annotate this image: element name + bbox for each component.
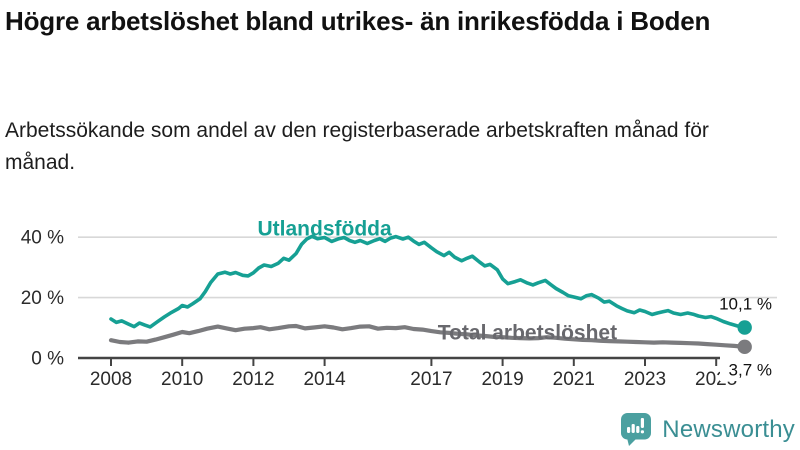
x-axis-label: 2017 xyxy=(410,369,452,390)
x-axis-label: 2019 xyxy=(481,369,523,390)
series-end-dot-0 xyxy=(737,320,752,335)
x-axis-label: 2014 xyxy=(303,369,346,390)
newsworthy-logo: Newsworthy xyxy=(618,411,795,448)
page-title: Högre arbetslöshet bland utrikes- än inr… xyxy=(5,6,711,36)
series-label-1: Total arbetslöshet xyxy=(438,321,617,344)
x-axis-label: 2010 xyxy=(161,369,203,390)
end-value-label-0: 10,1 % xyxy=(719,294,772,313)
y-axis-label: 20 % xyxy=(21,288,64,309)
newsworthy-wordmark: Newsworthy xyxy=(662,415,795,443)
x-axis-label: 2023 xyxy=(624,369,666,390)
chart-subtitle: Arbetssökande som andel av den registerb… xyxy=(5,119,709,174)
series-line-1 xyxy=(108,323,747,349)
series-label-0: Utlandsfödda xyxy=(258,217,392,240)
line-chart: 0 % 20 % 40 % 2008 2010 2012 2014 2017 2019 2021 2… xyxy=(21,217,777,390)
x-axis-label: 2021 xyxy=(553,369,595,390)
series-line-0 xyxy=(109,234,747,330)
x-axis-label: 2012 xyxy=(232,369,274,390)
newsworthy-bubble-chart-icon xyxy=(621,413,652,446)
end-value-label-bg xyxy=(720,355,774,381)
y-axis-label: 40 % xyxy=(21,228,64,249)
x-axis-label: 2008 xyxy=(90,369,132,390)
end-value-label-1: 3,7 % xyxy=(729,361,772,380)
series-end-dot-1 xyxy=(737,339,752,355)
y-axis-label: 0 % xyxy=(31,349,64,370)
